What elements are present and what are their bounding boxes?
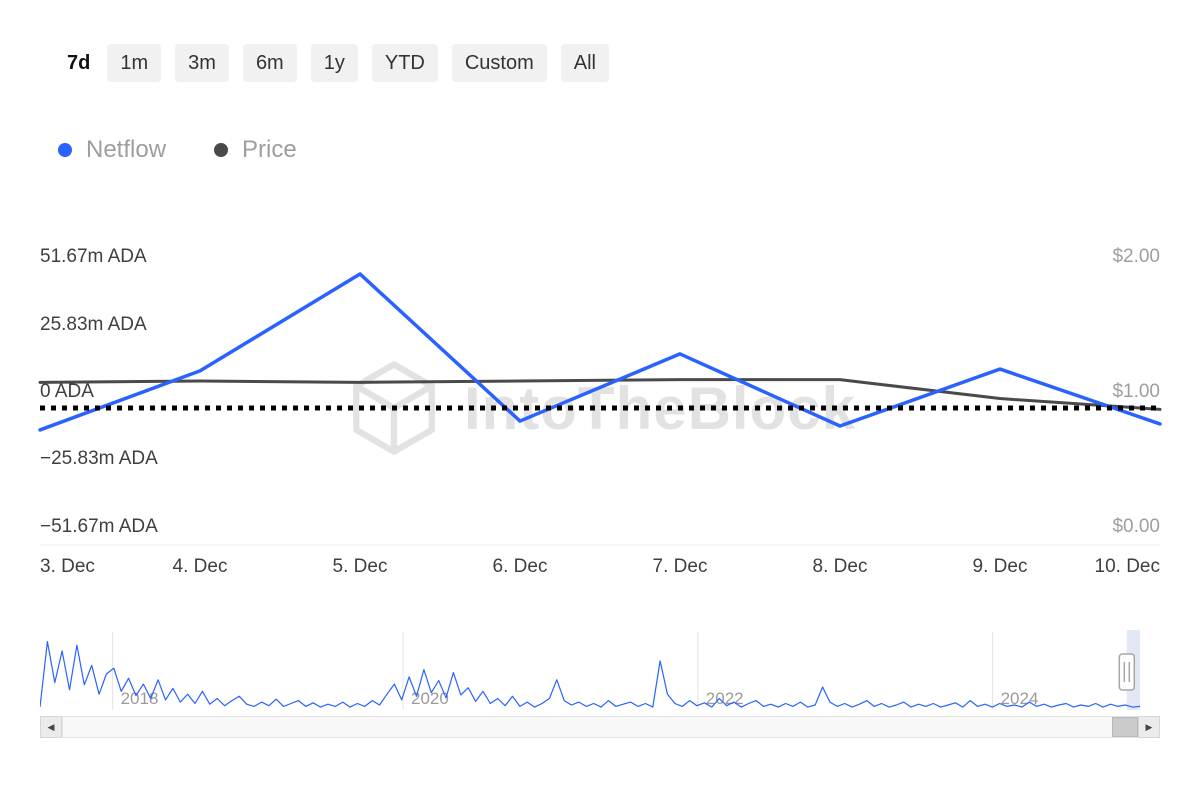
navigator-handle[interactable] xyxy=(1118,653,1136,691)
range-button-1y[interactable]: 1y xyxy=(310,44,358,82)
navigator[interactable]: 2018 2020 2022 2024 xyxy=(40,630,1140,714)
right-arrow-icon: ▶ xyxy=(1145,721,1153,732)
scrollbar-track[interactable] xyxy=(62,716,1138,738)
legend-label-price: Price xyxy=(242,136,297,163)
left-arrow-icon: ◀ xyxy=(47,721,55,732)
range-button-all[interactable]: All xyxy=(560,44,609,82)
netflow-marker-icon xyxy=(58,143,72,157)
range-button-custom[interactable]: Custom xyxy=(451,44,547,82)
scrollbar-thumb[interactable] xyxy=(1112,717,1138,737)
range-button-6m[interactable]: 6m xyxy=(242,44,297,82)
navigator-year-label: 2020 xyxy=(411,689,449,708)
range-button-1m[interactable]: 1m xyxy=(107,44,162,82)
legend-item-netflow[interactable]: Netflow xyxy=(58,136,166,164)
price-marker-icon xyxy=(214,143,229,157)
netflow-series-line xyxy=(38,272,1162,432)
scrollbar-left-button[interactable]: ◀ xyxy=(40,716,62,738)
navigator-series-line xyxy=(40,641,1140,708)
price-series-line xyxy=(38,378,1162,411)
range-button-3m[interactable]: 3m xyxy=(175,44,229,82)
range-button-ytd[interactable]: YTD xyxy=(371,44,438,82)
legend-item-price[interactable]: Price xyxy=(214,136,297,164)
navigator-year-label: 2024 xyxy=(1001,689,1039,708)
intotheblock-logo-icon xyxy=(353,361,435,455)
scrollbar-right-button[interactable]: ▶ xyxy=(1138,716,1160,738)
range-selector: 7d 1m 3m 6m 1y YTD Custom All xyxy=(64,44,609,82)
legend-label-netflow: Netflow xyxy=(86,136,167,163)
navigator-handle-body[interactable] xyxy=(1118,653,1136,691)
legend: Netflow Price xyxy=(58,136,297,164)
navigator-year-label: 2018 xyxy=(121,689,159,708)
range-button-7d[interactable]: 7d xyxy=(64,44,93,82)
